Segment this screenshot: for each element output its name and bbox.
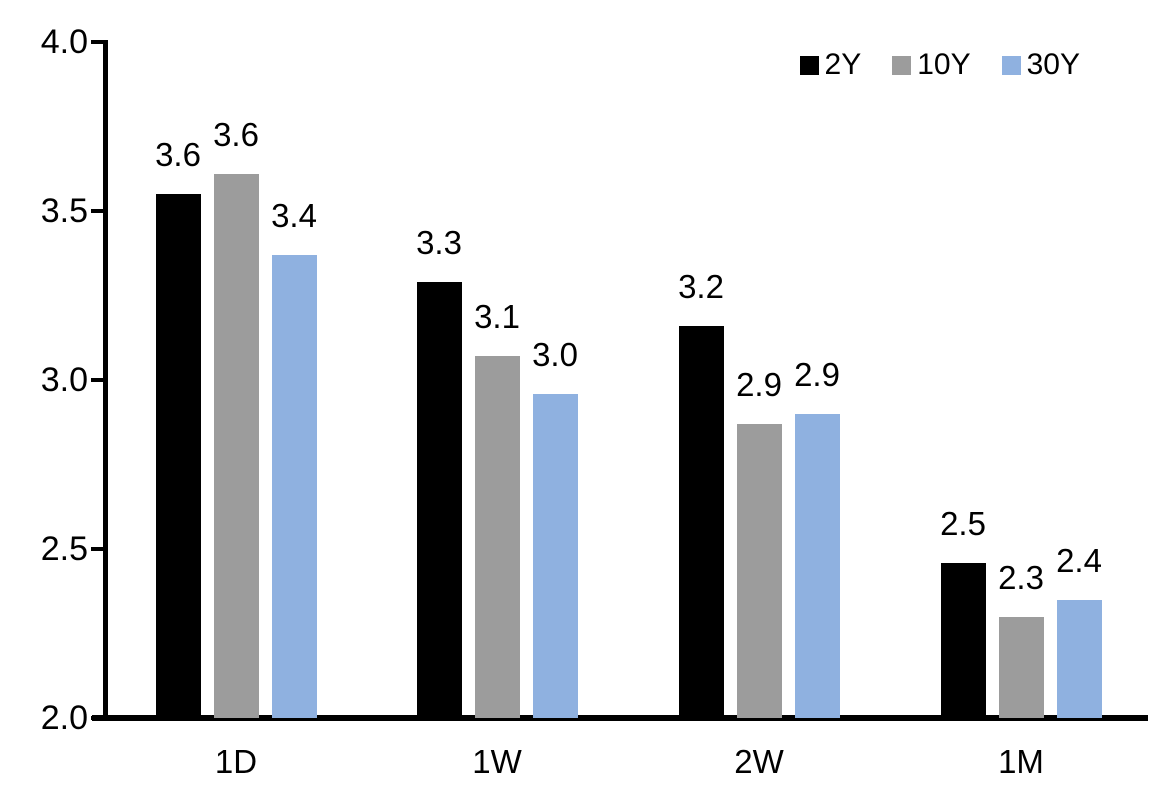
- y-tick: [91, 378, 104, 382]
- bar-2y-1w: [416, 281, 462, 718]
- bar-2y-1d: [155, 194, 201, 718]
- y-tick: [91, 209, 104, 213]
- bar-value-label: 3.4: [271, 196, 317, 234]
- y-tick-label: 3.0: [40, 361, 88, 399]
- bar-2y-2w: [678, 325, 724, 718]
- bar-value-label: 3.3: [416, 223, 462, 261]
- y-tick-label: 3.5: [40, 192, 88, 230]
- y-tick-label: 2.5: [40, 530, 88, 568]
- x-category-label: 1W: [472, 743, 522, 780]
- x-category-label: 1D: [214, 743, 258, 780]
- legend-swatch-10y-icon: [892, 55, 912, 75]
- bar-value-label: 2.4: [1056, 541, 1102, 579]
- y-tick: [91, 716, 104, 720]
- legend-swatch-30y-icon: [1001, 55, 1021, 75]
- bar-30y-1d: [271, 254, 317, 718]
- bar-10y-1m: [998, 616, 1044, 718]
- bar-2y-1m: [940, 562, 986, 718]
- bar-value-label: 3.6: [213, 115, 259, 153]
- y-tick-label: 2.0: [40, 699, 88, 737]
- bar-value-label: 2.9: [794, 355, 840, 393]
- y-tick: [91, 547, 104, 551]
- x-axis-line: [92, 715, 1148, 721]
- legend-item-30y: 30Y: [1001, 48, 1080, 81]
- bar-30y-1w: [532, 393, 578, 718]
- bar-10y-1w: [474, 356, 520, 718]
- legend-label: 10Y: [917, 48, 971, 81]
- y-tick-label: 4.0: [40, 23, 88, 61]
- y-axis-line: [103, 40, 108, 721]
- bar-30y-1m: [1056, 599, 1102, 718]
- legend-item-10y: 10Y: [892, 48, 971, 81]
- y-tick: [91, 40, 104, 44]
- bar-value-label: 2.5: [940, 504, 986, 542]
- bar-30y-2w: [794, 413, 840, 718]
- legend-swatch-2y-icon: [799, 55, 819, 75]
- x-category-label: 1M: [998, 743, 1044, 780]
- legend: 2Y 10Y 30Y: [799, 48, 1080, 82]
- legend-item-2y: 2Y: [799, 48, 862, 81]
- bar-value-label: 3.0: [532, 335, 578, 373]
- bar-value-label: 3.1: [474, 298, 520, 336]
- legend-label: 30Y: [1026, 48, 1080, 81]
- bar-value-label: 3.2: [678, 267, 724, 305]
- legend-label: 2Y: [824, 48, 862, 81]
- bar-10y-2w: [736, 423, 782, 718]
- bar-value-label: 3.6: [155, 136, 201, 174]
- x-category-label: 2W: [734, 743, 784, 780]
- bar-value-label: 2.3: [998, 558, 1044, 596]
- bar-value-label: 2.9: [736, 365, 782, 403]
- bar-10y-1d: [213, 173, 259, 718]
